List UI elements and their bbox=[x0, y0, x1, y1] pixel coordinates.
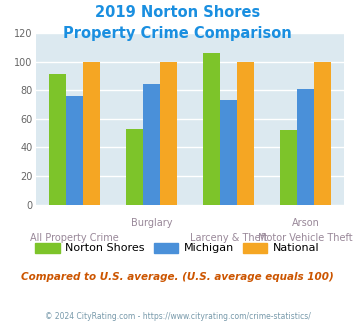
Bar bbox=[203, 53, 220, 205]
Bar bbox=[220, 100, 237, 205]
Text: Burglary: Burglary bbox=[131, 218, 172, 228]
Bar bbox=[280, 130, 297, 205]
Text: Motor Vehicle Theft: Motor Vehicle Theft bbox=[258, 233, 353, 243]
Text: Compared to U.S. average. (U.S. average equals 100): Compared to U.S. average. (U.S. average … bbox=[21, 272, 334, 282]
Text: Larceny & Theft: Larceny & Theft bbox=[190, 233, 267, 243]
Text: Arson: Arson bbox=[292, 218, 320, 228]
Bar bbox=[160, 62, 177, 205]
Text: Property Crime Comparison: Property Crime Comparison bbox=[63, 26, 292, 41]
Bar bbox=[126, 129, 143, 205]
Bar bbox=[314, 62, 331, 205]
Bar bbox=[297, 89, 314, 205]
Text: All Property Crime: All Property Crime bbox=[30, 233, 119, 243]
Bar bbox=[66, 96, 83, 205]
Text: 2019 Norton Shores: 2019 Norton Shores bbox=[95, 5, 260, 20]
Bar bbox=[237, 62, 254, 205]
Bar bbox=[49, 75, 66, 205]
Bar bbox=[143, 84, 160, 205]
Bar bbox=[83, 62, 100, 205]
Text: © 2024 CityRating.com - https://www.cityrating.com/crime-statistics/: © 2024 CityRating.com - https://www.city… bbox=[45, 312, 310, 321]
Legend: Norton Shores, Michigan, National: Norton Shores, Michigan, National bbox=[31, 238, 324, 258]
